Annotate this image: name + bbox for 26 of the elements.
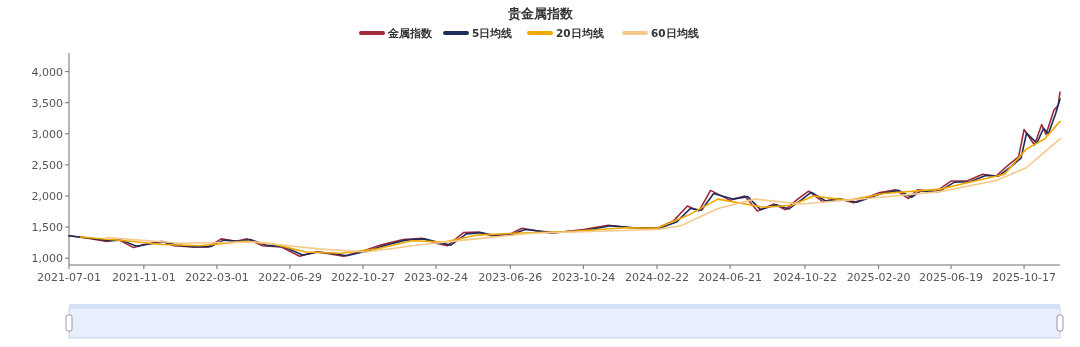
x-tick-label: 2024-06-21 [698,271,763,284]
y-tick-label: 4,000 [31,65,63,79]
legend-label: 20日均线 [556,27,604,39]
x-tick-label: 2024-02-22 [625,271,689,284]
x-tick-label: 2023-10-24 [551,271,616,284]
y-tick-label: 1,500 [31,221,63,235]
x-tick-label: 2022-10-27 [331,271,395,284]
x-tick-label: 2024-10-22 [772,271,837,284]
x-tick-label: 2023-06-26 [478,271,543,284]
x-tick-label: 2022-06-29 [258,271,322,284]
legend-label: 5日均线 [472,27,513,39]
x-tick-label: 2025-02-20 [846,271,911,284]
legend-label: 金属指数 [387,27,433,39]
x-tick-label: 2023-02-24 [404,271,469,284]
y-tick-label: 2,000 [31,189,63,203]
legend-label: 60日均线 [651,27,699,39]
y-tick-label: 3,000 [31,127,63,141]
y-tick-label: 3,500 [31,96,63,110]
x-tick-label: 2025-06-19 [919,271,984,284]
x-tick-label: 2021-07-01 [37,271,101,284]
chart-title: 贵金属指数 [506,6,574,21]
x-tick-label: 2021-11-01 [111,271,176,284]
y-tick-label: 1,000 [31,252,63,266]
y-tick-label: 2,500 [31,158,63,172]
x-tick-label: 2022-03-01 [184,271,249,284]
x-tick-label: 2025-10-17 [992,271,1057,284]
